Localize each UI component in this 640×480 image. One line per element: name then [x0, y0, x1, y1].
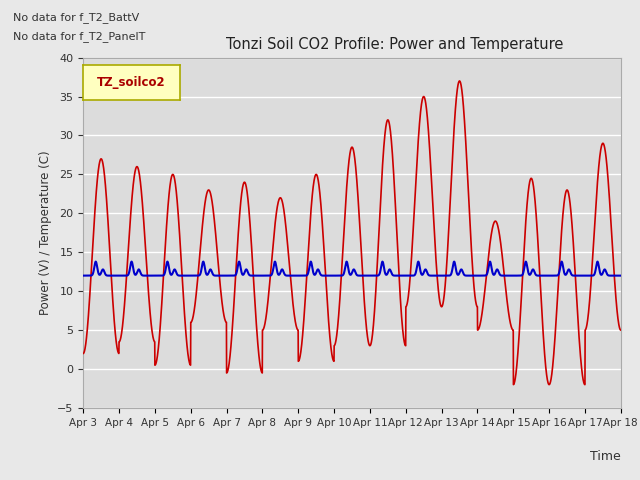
- Text: No data for f_T2_PanelT: No data for f_T2_PanelT: [13, 31, 145, 42]
- Text: Time: Time: [590, 450, 621, 463]
- Legend: CR23X Temperature, CR23X Voltage: CR23X Temperature, CR23X Voltage: [193, 477, 511, 480]
- Text: No data for f_T2_BattV: No data for f_T2_BattV: [13, 12, 139, 23]
- Y-axis label: Power (V) / Temperature (C): Power (V) / Temperature (C): [38, 151, 52, 315]
- Title: Tonzi Soil CO2 Profile: Power and Temperature: Tonzi Soil CO2 Profile: Power and Temper…: [227, 37, 564, 52]
